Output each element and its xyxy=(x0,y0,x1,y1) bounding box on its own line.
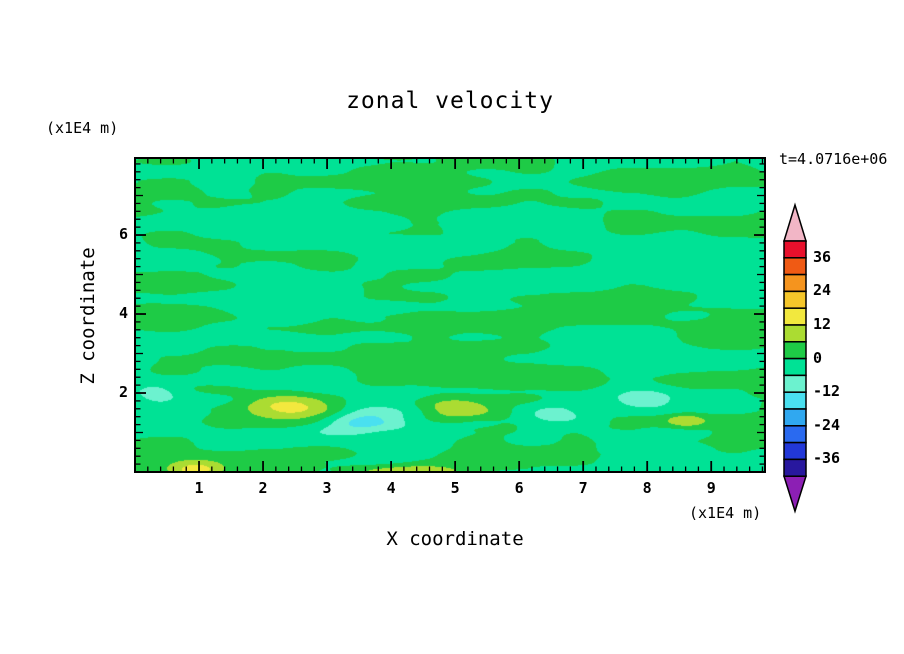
colorbar-over-arrow xyxy=(782,202,808,242)
colorbar-segment xyxy=(783,374,807,393)
colorbar-segment xyxy=(783,458,807,477)
x-tick-label: 1 xyxy=(194,479,204,497)
contour-field-canvas xyxy=(135,158,765,472)
y-tick-label: 6 xyxy=(118,225,128,244)
time-annotation: t=4.0716e+06 xyxy=(779,150,888,168)
x-tick-label: 5 xyxy=(450,479,460,497)
x-tick-label: 8 xyxy=(642,479,652,497)
x-tick-label: 3 xyxy=(322,479,332,497)
colorbar-segment xyxy=(783,273,807,293)
x-tick-label: 7 xyxy=(578,479,588,497)
colorbar-segment xyxy=(783,240,807,259)
plot-frame xyxy=(134,157,766,473)
colorbar-segment xyxy=(783,341,807,360)
colorbar-tick-label: -12 xyxy=(813,382,841,401)
y-axis-units-label: (x1E4 m) xyxy=(46,119,119,137)
x-tick-label: 4 xyxy=(386,479,396,497)
x-tick-label: 2 xyxy=(258,479,268,497)
chart-title: zonal velocity xyxy=(346,88,554,114)
x-axis-units-label: (x1E4 m) xyxy=(689,504,762,522)
colorbar-under-arrow xyxy=(782,475,808,514)
colorbar-tick-label: 12 xyxy=(813,315,832,333)
y-tick-label: 2 xyxy=(118,383,128,401)
colorbar-segment xyxy=(783,391,807,410)
y-tick-label: 4 xyxy=(118,304,128,322)
colorbar-tick-label: 0 xyxy=(813,348,823,367)
colorbar-tick-label: 36 xyxy=(813,247,832,266)
colorbar-segment xyxy=(783,324,807,343)
colorbar-segment xyxy=(783,408,807,427)
x-tick-label: 9 xyxy=(706,479,716,497)
colorbar-segment xyxy=(783,441,807,461)
colorbar-segment xyxy=(783,425,807,444)
colorbar-segment xyxy=(783,290,807,309)
colorbar-tick-label: -24 xyxy=(813,415,841,434)
colorbar-segment xyxy=(783,357,807,377)
x-tick-label: 6 xyxy=(514,479,524,497)
colorbar-segment xyxy=(783,257,807,276)
colorbar-tick-label: -36 xyxy=(813,449,841,468)
colorbar-segment xyxy=(783,307,807,326)
colorbar-tick-label: 24 xyxy=(813,281,832,300)
x-axis-title: X coordinate xyxy=(386,528,524,550)
